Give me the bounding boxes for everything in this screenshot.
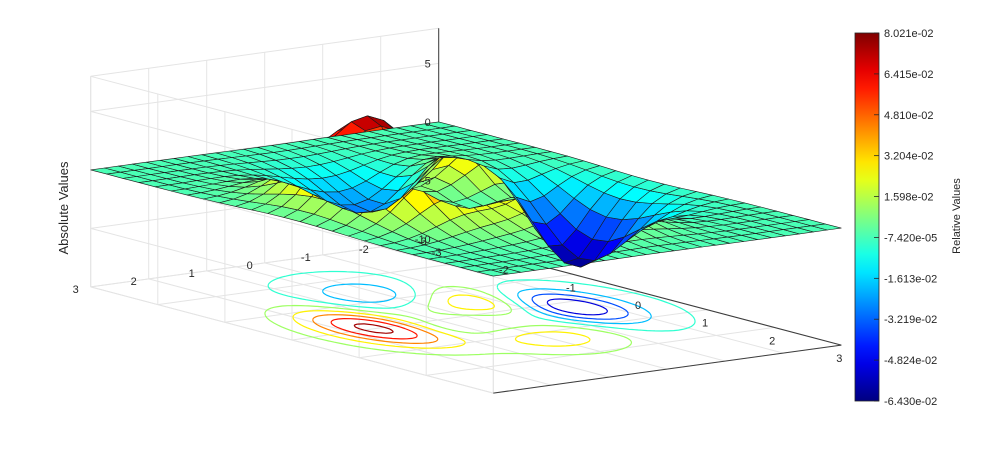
z-tick-label: 5 xyxy=(425,58,431,70)
colorbar-tick-label: -6.430e-02 xyxy=(884,396,937,408)
x-tick-label: -3 xyxy=(432,247,442,259)
wall-grid-line xyxy=(90,27,439,77)
contour-line xyxy=(330,318,418,340)
x-tick-label: -1 xyxy=(566,282,576,294)
contour-line xyxy=(353,323,394,334)
colorbar-ticks: 8.021e-02 6.415e-02 4.810e-02 3.204e-02 1.59… xyxy=(874,28,937,408)
y-tick-label: -1 xyxy=(301,252,311,264)
colorbar-tick-label: 6.415e-02 xyxy=(884,69,934,81)
y-tick-label: -3 xyxy=(417,236,427,248)
y-tick-label: 3 xyxy=(73,284,79,296)
y-tick-label: 1 xyxy=(189,268,195,280)
wall-grid-line xyxy=(90,286,494,394)
colorbar-tick-label: -3.219e-02 xyxy=(884,314,937,326)
contour-line xyxy=(322,283,652,325)
floor-contours xyxy=(264,270,696,356)
y-tick-label: 2 xyxy=(131,276,137,288)
x-tick-label: 3 xyxy=(836,353,842,365)
z-axis-label: Absolute Values xyxy=(56,161,71,254)
x-tick-label: -2 xyxy=(499,265,509,277)
colorbar-tick-label: 8.021e-02 xyxy=(884,28,934,40)
wall-grid-line xyxy=(90,227,494,336)
y-tick-label: 0 xyxy=(247,260,253,272)
floor-grid-line xyxy=(206,270,610,378)
colorbar-tick-label: -4.824e-02 xyxy=(884,355,937,367)
colorbar-tick-label: -7.420e-05 xyxy=(884,232,937,244)
colorbar: 8.021e-02 6.415e-02 4.810e-02 3.204e-02 1.59… xyxy=(854,28,963,408)
y-tick-label: -2 xyxy=(359,244,369,256)
floor-grid-line xyxy=(322,254,726,362)
surface-mesh xyxy=(90,115,842,277)
x-tick-label: 2 xyxy=(769,335,775,347)
y-axis-line xyxy=(493,344,842,394)
contour-line xyxy=(267,270,696,332)
colorbar-tick-label: 4.810e-02 xyxy=(884,110,934,122)
contour-line xyxy=(546,298,609,316)
z-tick-label: -10 xyxy=(415,234,431,246)
wall-grid-line xyxy=(90,238,439,288)
colorbar-label: Relative Values xyxy=(951,178,963,254)
contour-line xyxy=(312,314,439,344)
contour-line xyxy=(531,293,629,320)
floor-grid-line xyxy=(264,262,668,370)
wall-grid-line xyxy=(90,62,439,112)
contour-line xyxy=(292,294,591,349)
colorbar-tick-label: 1.598e-02 xyxy=(884,192,934,204)
x-tick-label: 1 xyxy=(702,318,708,330)
colorbar-tick-label: 3.204e-02 xyxy=(884,151,934,163)
colorbar-tick-label: -1.613e-02 xyxy=(884,273,937,285)
surface-patch xyxy=(810,223,842,231)
contour-line xyxy=(264,285,633,356)
z-tick-label: 0 xyxy=(425,117,431,129)
colorbar-gradient xyxy=(854,32,880,402)
x-tick-label: 0 xyxy=(635,300,641,312)
z-tick-label: -5 xyxy=(421,175,431,187)
